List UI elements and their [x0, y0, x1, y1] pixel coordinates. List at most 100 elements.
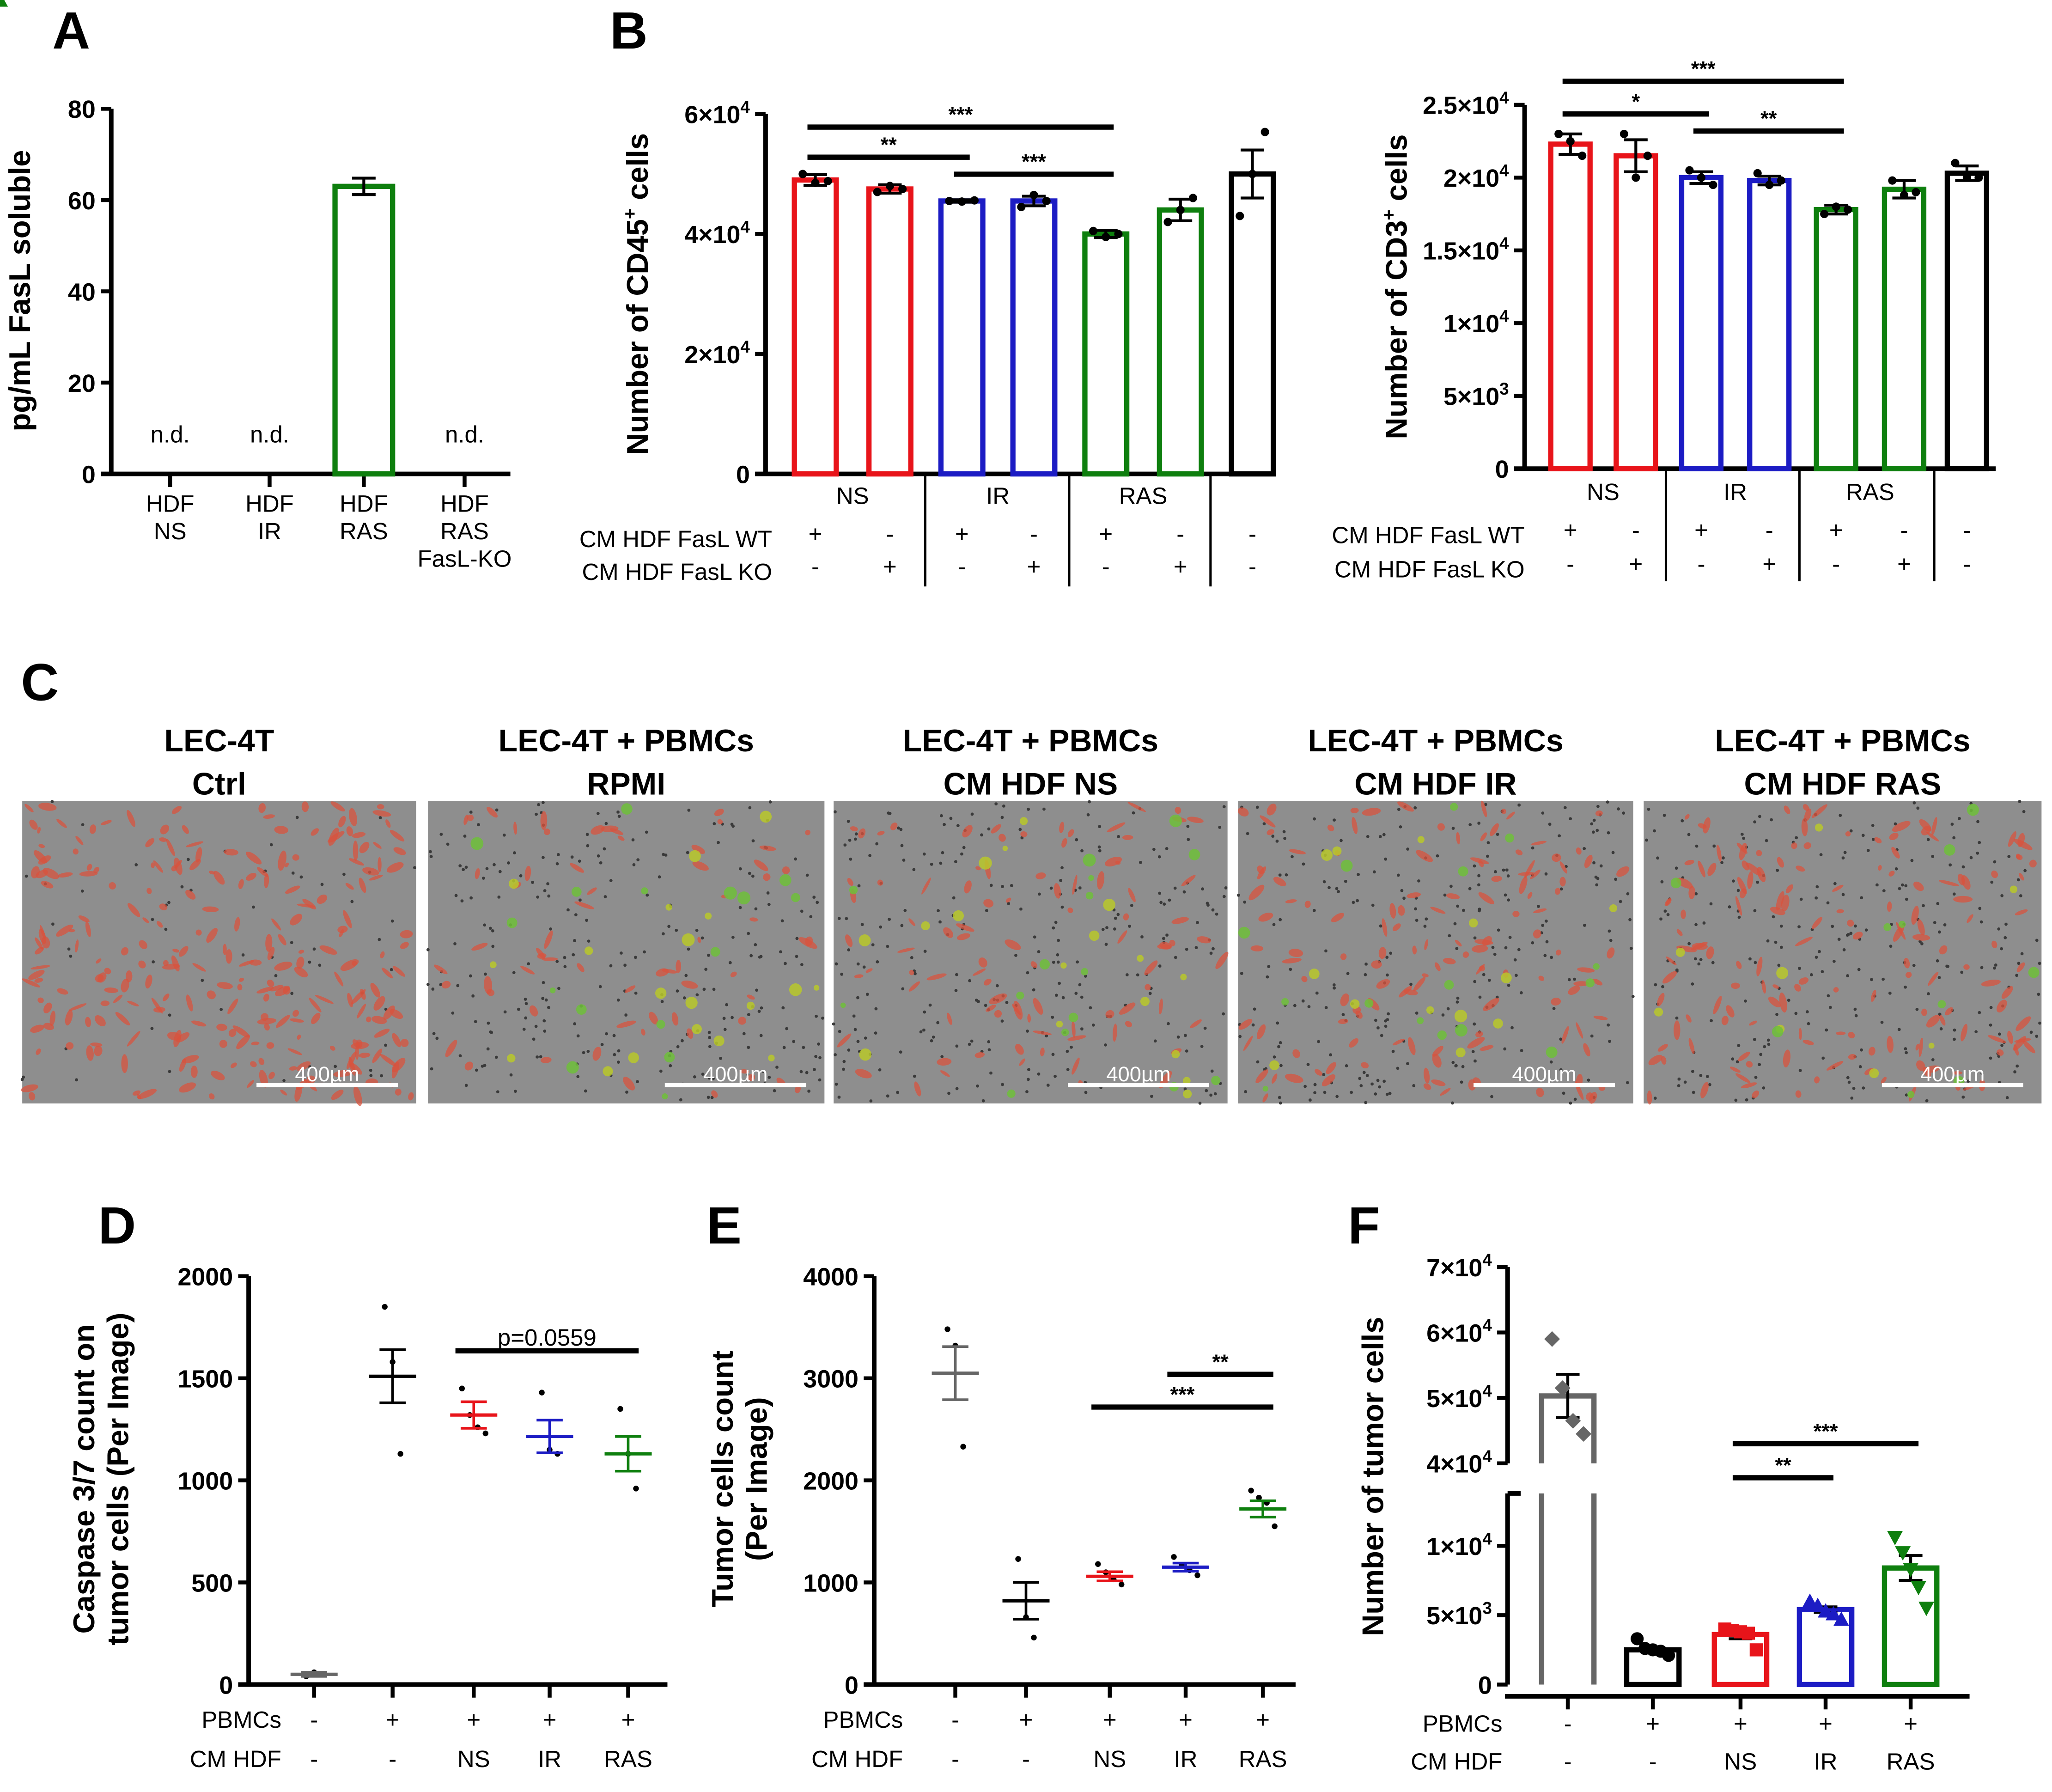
cell-dot [1520, 1049, 1523, 1052]
cell-dot [1645, 838, 1648, 842]
cell-dot [738, 906, 742, 909]
cell-dot [695, 993, 699, 997]
not-detected-label: n.d. [151, 421, 190, 448]
tumor-cell [237, 984, 243, 991]
cell-dot [1455, 947, 1459, 951]
condition-sign: IR [1814, 1749, 1838, 1775]
cell-dot [2038, 1021, 2041, 1025]
tumor-cell [263, 814, 275, 819]
tumor-cell [127, 810, 135, 827]
y-tick-label-exponent: 4 [1499, 161, 1509, 180]
cell-dot [1763, 1045, 1766, 1048]
data-point [459, 1385, 465, 1392]
tumor-cell [441, 981, 451, 989]
cell-dot [1059, 878, 1062, 882]
cell-dot [1699, 958, 1703, 961]
cell-dot [1455, 1000, 1459, 1004]
cell-dot [1606, 800, 1609, 804]
cell-dot [1905, 1051, 1908, 1054]
cell-dot [570, 855, 574, 859]
cell-dot [1080, 1027, 1084, 1031]
bar-group [1010, 190, 1058, 477]
y-tick-label: 500 [191, 1569, 233, 1597]
cell-dot [1324, 1006, 1328, 1009]
cell-dot [1078, 886, 1082, 890]
cell-dot [81, 823, 85, 827]
cell-dot [1753, 1038, 1756, 1041]
tumor-cell [1881, 1077, 1887, 1084]
tumor-cell [258, 1058, 265, 1065]
cell-dot [1037, 892, 1041, 896]
tumor-cell [1662, 971, 1677, 984]
cell-dot [1386, 973, 1389, 977]
tumor-cell [153, 860, 163, 873]
tumor-cell [227, 998, 238, 1014]
cell-dot [1900, 883, 1904, 887]
data-point [960, 1444, 966, 1450]
tumor-cell [805, 936, 813, 946]
cell-dot [1279, 1101, 1282, 1105]
cell-dot [1608, 1040, 1611, 1043]
cell-dot [1471, 1050, 1475, 1054]
tumor-cell [2014, 1038, 2031, 1043]
tumor-cell [1475, 1031, 1483, 1037]
caspase-positive-cell [840, 1002, 846, 1008]
cell-dot [474, 1020, 477, 1024]
tumor-cell [1490, 823, 1499, 836]
cell-dot [282, 1079, 286, 1082]
tumor-cell [269, 985, 284, 992]
caspase-positive-cell [603, 1066, 613, 1077]
caspase-positive-cell [1083, 853, 1096, 867]
cell-dot [754, 943, 757, 946]
tumor-cell [1112, 1024, 1117, 1042]
tumor-cell [1533, 929, 1541, 939]
cell-dot [1537, 905, 1540, 908]
tumor-cell [1005, 939, 1021, 950]
tumor-cell [1480, 1045, 1494, 1051]
cell-dot [842, 1060, 846, 1063]
bar-group [1796, 1593, 1855, 1688]
cell-dot [507, 861, 510, 865]
tumor-cell [2015, 909, 2028, 915]
tumor-cell [256, 987, 274, 994]
cell-dot [1473, 864, 1476, 868]
tumor-cell [1012, 1004, 1021, 1015]
cell-dot [1218, 825, 1222, 829]
tumor-cell [57, 988, 68, 995]
cell-dot [1486, 841, 1490, 845]
cell-dot [2022, 810, 2026, 813]
cell-dot [1084, 1091, 1088, 1094]
cell-dot [1920, 942, 1924, 945]
tumor-cell [687, 1028, 694, 1039]
y-tick-label: 2×104 [1443, 161, 1509, 193]
y-tick-label-exponent: 4 [1482, 1316, 1492, 1335]
cell-dot [69, 954, 73, 958]
tumor-cell [392, 1033, 401, 1048]
cell-dot [1622, 811, 1626, 815]
y-tick-label-base: 7×10 [1426, 1254, 1482, 1282]
tumor-cell [345, 883, 354, 890]
cell-dot [1186, 824, 1190, 828]
y-tick-label: 0 [82, 461, 96, 488]
cell-dot [832, 1022, 835, 1026]
cell-dot [1165, 847, 1169, 850]
micrograph-title: LEC-4T + PBMCs [903, 723, 1158, 758]
cell-dot [1653, 829, 1656, 833]
data-point [539, 1390, 545, 1396]
cell-dot [2000, 1043, 2003, 1047]
cell-dot [707, 1076, 711, 1080]
cell-dot [1448, 934, 1451, 938]
tumor-cell [1237, 807, 1249, 817]
y-tick-label: 4000 [803, 1263, 859, 1291]
caspase-positive-cell [1140, 997, 1150, 1006]
caspase-positive-cell [1450, 803, 1458, 811]
x-category-label: HDF [245, 491, 294, 517]
cell-dot [1691, 982, 1694, 986]
tumor-cell [1665, 898, 1672, 906]
tumor-cell [264, 1023, 270, 1031]
micrograph-title: LEC-4T + PBMCs [499, 723, 754, 758]
cell-dot [1847, 1080, 1851, 1084]
caspase-positive-cell [1171, 1050, 1180, 1059]
